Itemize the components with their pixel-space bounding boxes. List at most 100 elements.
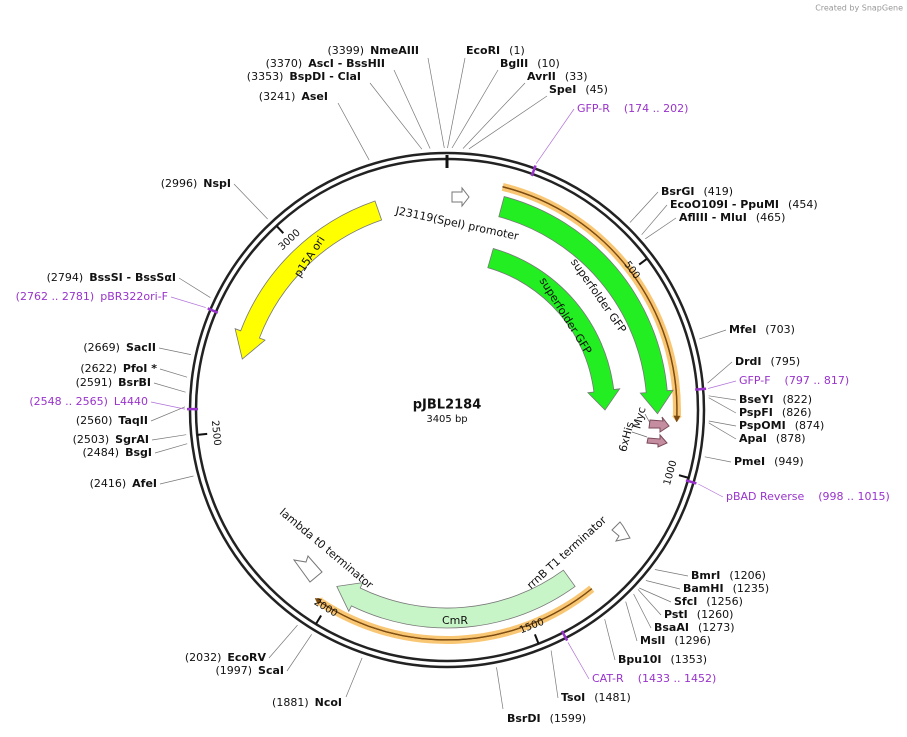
- label-name: Bpu10I: [618, 653, 662, 666]
- label-position: (1481): [594, 691, 631, 704]
- label-name: BglII: [500, 57, 528, 70]
- label-name: pBR322ori-F: [100, 290, 168, 303]
- primer-label: CAT-R (1433 .. 1452): [592, 672, 716, 685]
- label-name: EcoRV: [227, 651, 266, 664]
- enzyme-leader: [159, 475, 194, 485]
- label-position: (2591): [76, 376, 113, 389]
- enzyme-label: (2622) PfoI *: [80, 362, 157, 375]
- label-position: (454): [788, 198, 818, 211]
- enzyme-leader: [654, 569, 689, 577]
- enzyme-leader: [178, 277, 211, 298]
- label-position: (878): [776, 432, 806, 445]
- orf-line: [314, 588, 593, 641]
- enzyme-leader: [345, 657, 363, 698]
- label-name: BsrDI: [507, 712, 541, 725]
- enzyme-label: (2794) BssSI - BssSαI: [47, 271, 176, 284]
- label-name: PmeI: [734, 455, 765, 468]
- label-position: (2416): [90, 477, 127, 490]
- enzyme-label: SpeI (45): [549, 83, 608, 96]
- enzyme-label: AvrII (33): [527, 70, 588, 83]
- enzyme-leader: [150, 406, 186, 422]
- enzyme-label: (2503) SgrAI: [73, 433, 149, 446]
- enzyme-label: SfcI (1256): [674, 595, 743, 608]
- enzyme-leader: [708, 422, 737, 440]
- label-position: (2996): [161, 177, 198, 190]
- enzyme-label: MslI (1296): [640, 634, 711, 647]
- label-name: MslI: [640, 634, 665, 647]
- label-name: GFP-R: [577, 102, 610, 115]
- feature-leader: [644, 413, 651, 424]
- label-position: (949): [774, 455, 804, 468]
- label-position: (1296): [674, 634, 711, 647]
- enzyme-leader: [629, 191, 659, 223]
- enzyme-leader: [151, 434, 187, 441]
- label-position: (1273): [698, 621, 735, 634]
- primer-band: [315, 585, 595, 645]
- gfp-arrow: [498, 196, 674, 415]
- enzyme-label: DrdI (795): [735, 355, 800, 368]
- label-position: (2503): [73, 433, 110, 446]
- enzyme-label: (2416) AfeI: [90, 477, 157, 490]
- enzyme-leader: [337, 102, 370, 161]
- enzyme-label: ApaI (878): [739, 432, 806, 445]
- label-position: (465): [756, 211, 786, 224]
- primer-mark: [530, 165, 537, 177]
- label-name: pBAD Reverse: [726, 490, 804, 503]
- label-position: (1260): [697, 608, 734, 621]
- enzyme-leader: [641, 204, 668, 235]
- label-position: (1997): [215, 664, 252, 677]
- enzyme-leader: [153, 382, 186, 393]
- enzyme-label: (2669) SacII: [83, 341, 156, 354]
- label-name: BspDI - ClaI: [289, 70, 361, 83]
- ruler-tick: [315, 614, 322, 625]
- enzyme-label: AflIII - MluI (465): [679, 211, 785, 224]
- label-position: (3353): [247, 70, 284, 83]
- enzyme-leader: [625, 601, 638, 642]
- orf-line: [502, 185, 681, 423]
- label-name: BsaAI: [654, 621, 689, 634]
- primer-label: GFP-R (174 .. 202): [577, 102, 688, 115]
- label-position: (419): [703, 185, 733, 198]
- label-name: PspOMI: [739, 419, 786, 432]
- label-name: L4440: [114, 395, 148, 408]
- label-name: ApaI: [739, 432, 767, 445]
- ruler-label: 1000: [662, 459, 679, 486]
- label-name: AflIII - MluI: [679, 211, 747, 224]
- ruler-label: 2000: [312, 597, 339, 620]
- enzyme-leader: [451, 69, 499, 149]
- label-position: (3370): [266, 57, 303, 70]
- feature-label: Myc: [630, 406, 648, 431]
- label-name: EcoRI: [466, 44, 500, 57]
- primer-leader: [698, 483, 724, 498]
- plasmid-size: 3405 bp: [426, 414, 467, 425]
- enzyme-label: (3370) AscI - BssHII: [266, 57, 385, 70]
- label-position: (703): [765, 323, 795, 336]
- label-name: BsgI: [125, 446, 152, 459]
- enzyme-leader: [708, 420, 737, 427]
- primer-leader: [567, 642, 590, 680]
- enzyme-leader: [393, 69, 431, 149]
- label-name: BssSI - BssSαI: [89, 271, 176, 284]
- enzyme-leader: [604, 619, 616, 661]
- label-position: (2622): [80, 362, 117, 375]
- primer-mark: [207, 307, 219, 314]
- label-name: PspFI: [739, 406, 773, 419]
- primer-label: (2762 .. 2781) pBR322ori-F: [16, 290, 168, 303]
- ori-arrow: [234, 200, 383, 360]
- label-name: TsoI: [561, 691, 585, 704]
- ruler-tick: [197, 432, 208, 436]
- ruler-label: 2500: [209, 420, 222, 446]
- enzyme-label: PspFI (826): [739, 406, 812, 419]
- enzyme-label: BamHI (1235): [683, 582, 769, 595]
- label-name: PstI: [664, 608, 688, 621]
- cmr-arrow: [336, 569, 576, 629]
- label-name: ScaI: [258, 664, 284, 677]
- enzyme-leader: [268, 624, 298, 659]
- primer-leader: [708, 380, 737, 389]
- primer-leader: [170, 296, 206, 308]
- label-position: (2484): [83, 446, 120, 459]
- enzyme-label: EcoRI (1): [466, 44, 525, 57]
- label-name: AvrII: [527, 70, 556, 83]
- enzyme-label: PstI (1260): [664, 608, 733, 621]
